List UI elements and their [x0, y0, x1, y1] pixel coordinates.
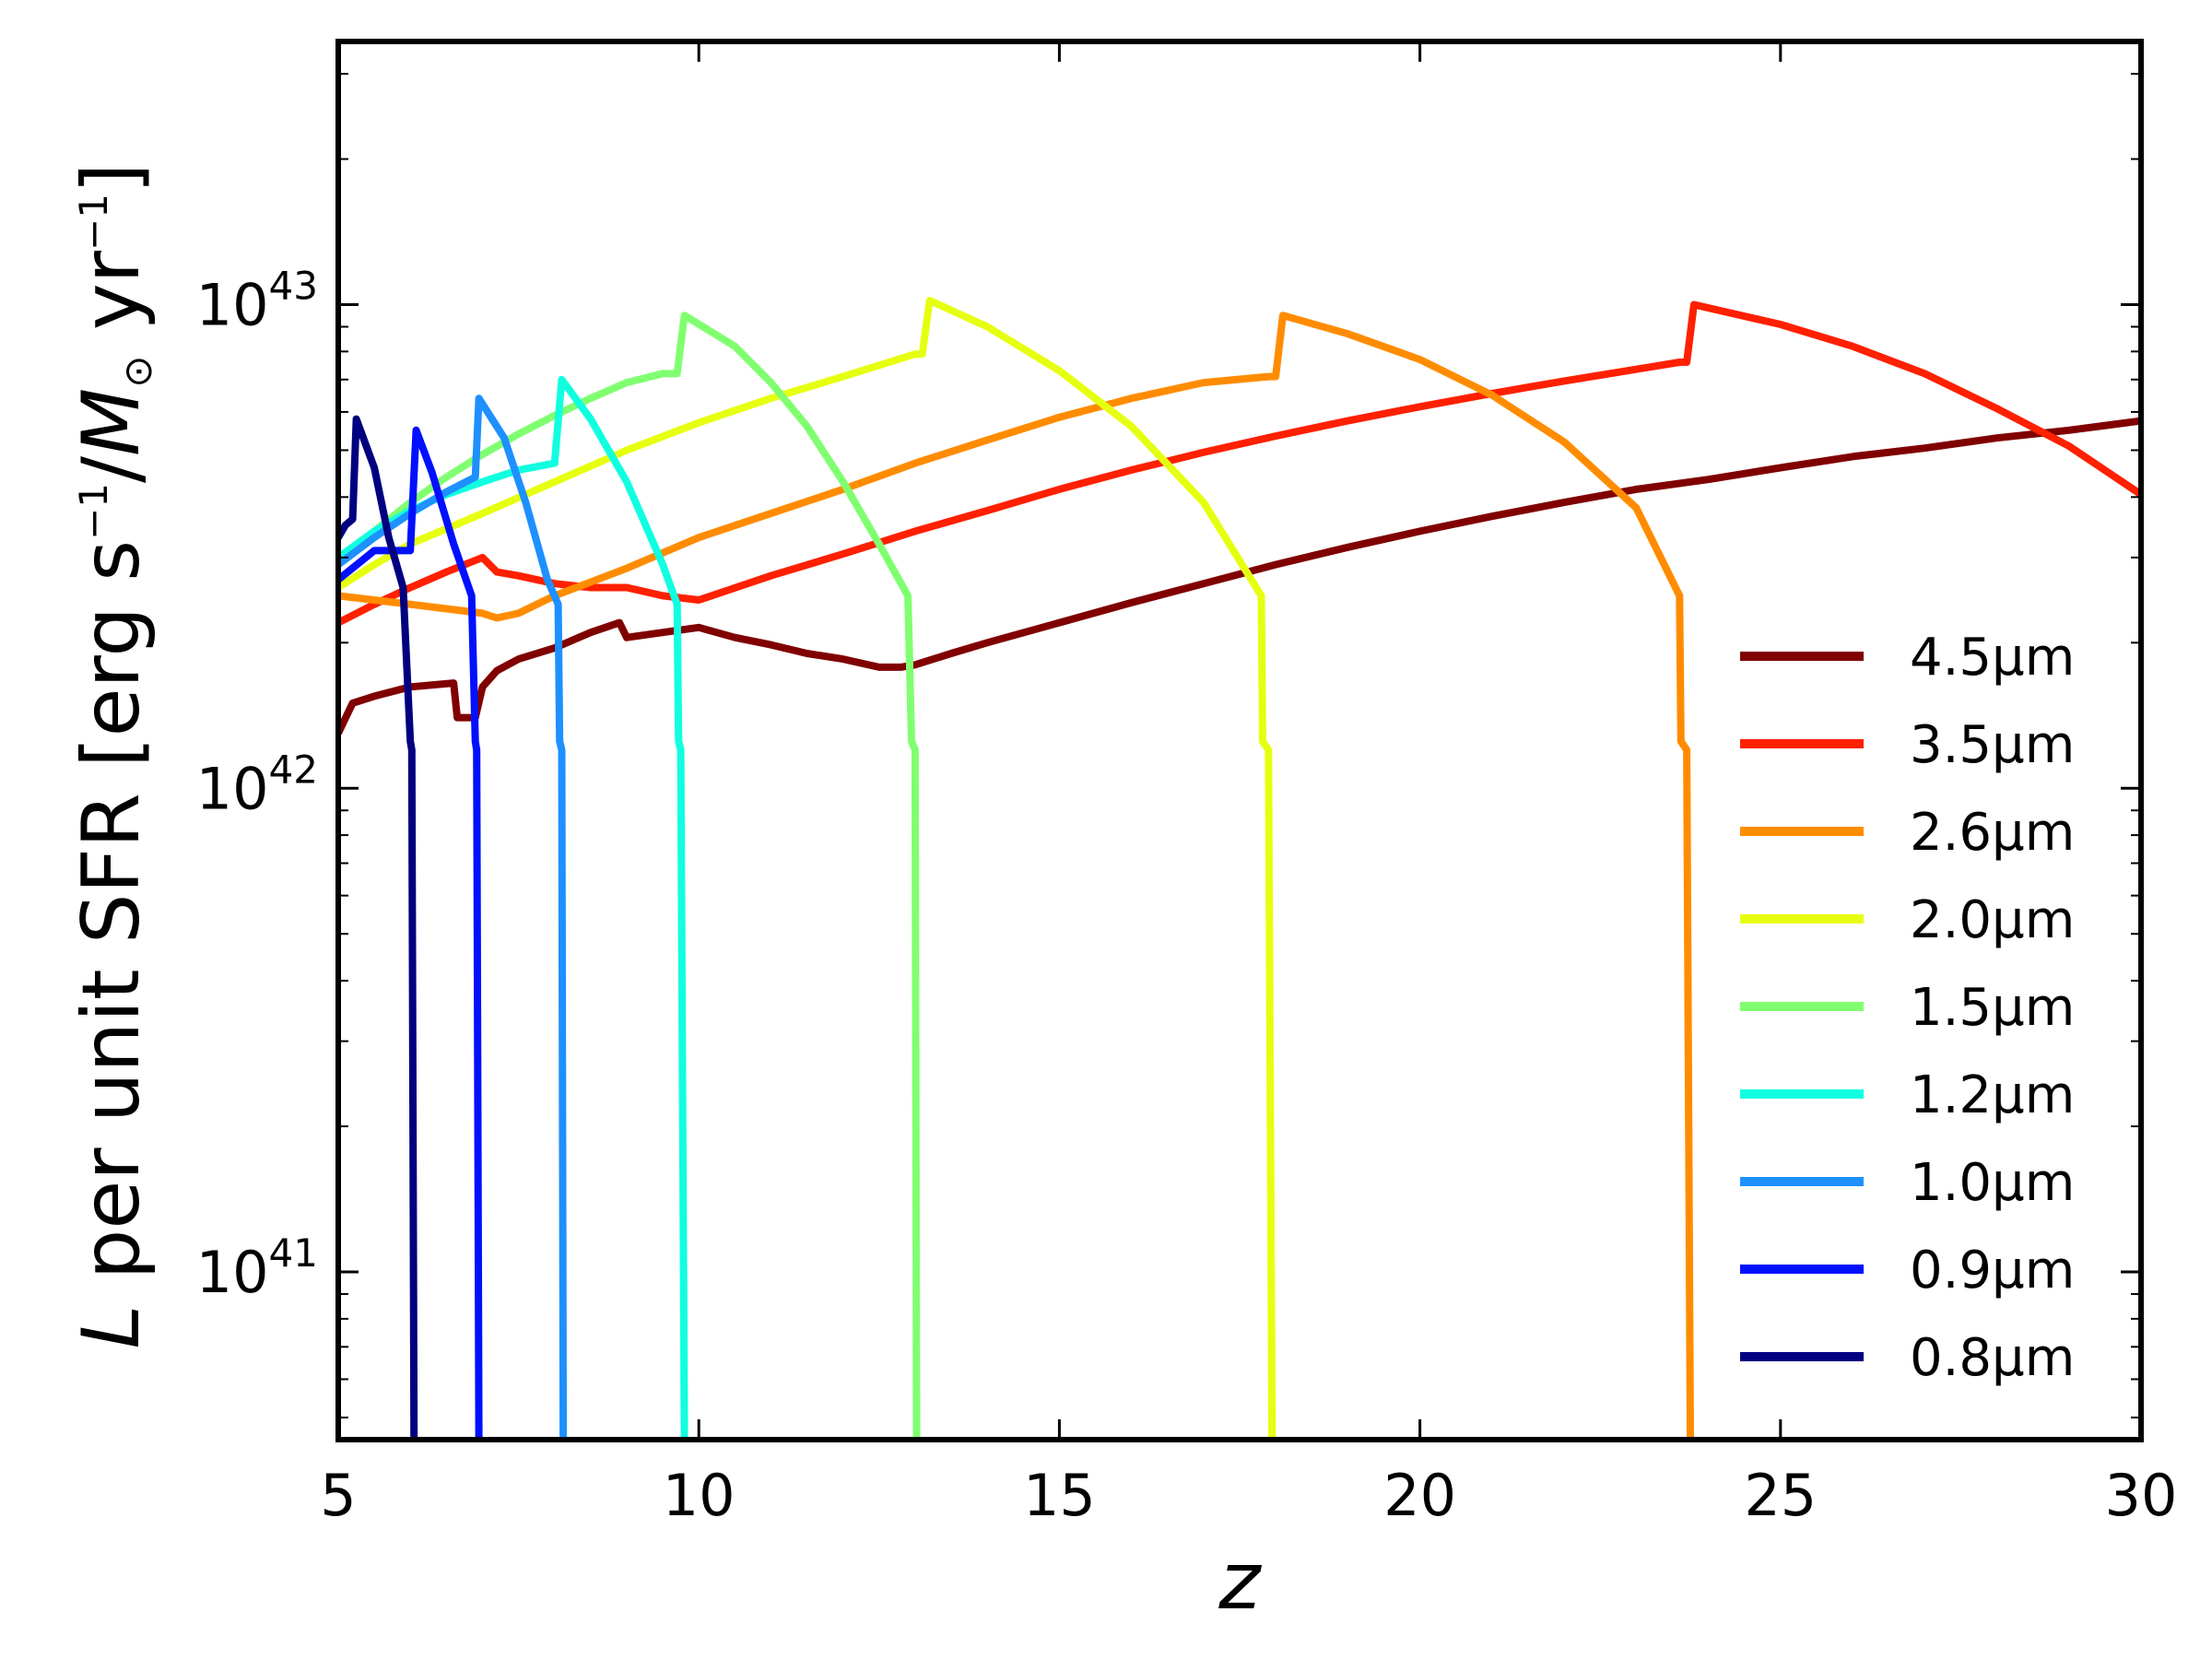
svg-text:L per unit SFR [erg s−1/M⊙ yr−: L per unit SFR [erg s−1/M⊙ yr−1] [65, 163, 160, 1349]
x-tick-label: 5 [320, 1462, 356, 1529]
y-tick-label: 1041 [196, 1230, 318, 1306]
legend-label: 0.9μm [1910, 1241, 2075, 1300]
x-tick-label: 15 [1023, 1462, 1096, 1529]
x-tick-label: 10 [663, 1462, 735, 1529]
x-tick-label: 20 [1383, 1462, 1456, 1529]
x-axis-ticks: 5 10 15 20 25 30 [320, 41, 2177, 1529]
series-line-3 [338, 297, 1277, 1440]
series-line-7 [338, 426, 483, 1440]
y-tick-label: 1042 [196, 747, 318, 822]
legend-label: 3.5μm [1910, 715, 2075, 775]
series-line-0 [338, 417, 2141, 735]
series-line-2 [338, 312, 1694, 1440]
series-line-1 [338, 300, 2141, 627]
legend-label: 1.2μm [1910, 1065, 2075, 1125]
plot-frame [335, 39, 2144, 1442]
legend-label: 2.0μm [1910, 890, 2075, 950]
series-line-8 [338, 415, 418, 1440]
series-line-4 [338, 312, 921, 1440]
y-tick-label: 1043 [196, 264, 318, 339]
y-axis-title: L per unit SFR [erg s−1/M⊙ yr−1] [65, 163, 160, 1349]
legend-label: 1.5μm [1910, 978, 2075, 1038]
legend-label: 0.8μm [1910, 1328, 2075, 1388]
legend-label: 1.0μm [1910, 1153, 2075, 1213]
legend-label: 4.5μm [1910, 628, 2075, 688]
legend: 4.5μm 3.5μm 2.6μm 2.0μm 1.5μm 1.2μm 1.0μm 0.9μm… [1740, 628, 2075, 1388]
plot-lines [338, 297, 2141, 1440]
x-axis-title: z [1218, 1535, 1262, 1628]
legend-label: 2.6μm [1910, 803, 2075, 863]
x-tick-label: 30 [2105, 1462, 2178, 1529]
x-tick-label: 25 [1744, 1462, 1817, 1529]
y-axis-ticks: 1041 1042 1043 [196, 73, 2141, 1418]
